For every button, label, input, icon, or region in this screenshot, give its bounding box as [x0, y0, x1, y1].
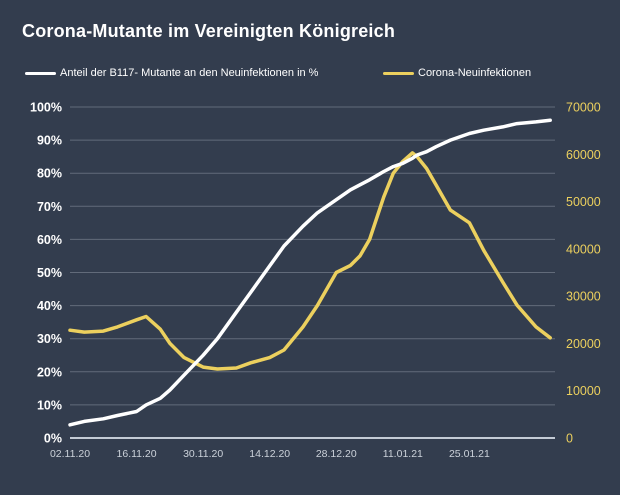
chart-legend: Anteil der B117- Mutante an den Neuinfek…: [0, 67, 620, 85]
y-right-tick-label: 0: [566, 432, 573, 446]
legend-item-new-infections: Corona-Neuinfektionen: [383, 67, 531, 79]
y-left-tick-label: 60%: [37, 233, 62, 247]
y-left-tick-label: 70%: [37, 200, 62, 214]
y-left-tick-label: 80%: [37, 167, 62, 181]
legend-label-b117-share: Anteil der B117- Mutante an den Neuinfek…: [60, 67, 319, 79]
y-left-tick-label: 30%: [37, 332, 62, 346]
new-infections-line: [68, 151, 552, 371]
y-left-tick-label: 20%: [37, 365, 62, 379]
x-tick-label: 14.12.20: [249, 448, 290, 460]
y-left-tick-label: 10%: [37, 398, 62, 412]
y-right-tick-label: 10000: [566, 384, 601, 398]
x-tick-label: 02.11.20: [50, 448, 90, 460]
legend-swatch-white-line: [25, 71, 56, 75]
y-right-tick-label: 60000: [566, 148, 601, 162]
y-left-tick-label: 0%: [44, 432, 62, 446]
y-left-tick-label: 50%: [37, 266, 62, 280]
legend-item-b117-share: Anteil der B117- Mutante an den Neuinfek…: [25, 67, 318, 79]
y-left-tick-label: 100%: [30, 101, 62, 115]
y-left-tick-label: 40%: [37, 299, 62, 313]
y-left-tick-label: 90%: [37, 134, 62, 148]
legend-label-new-infections: Corona-Neuinfektionen: [418, 67, 532, 79]
y-right-tick-label: 70000: [566, 101, 601, 115]
x-tick-label: 25.01.21: [449, 448, 490, 460]
x-tick-label: 16.11.20: [117, 448, 157, 460]
x-tick-label: 30.11.20: [183, 448, 223, 460]
y-right-tick-label: 50000: [566, 195, 601, 209]
y-right-tick-label: 40000: [566, 242, 601, 256]
x-tick-label: 28.12.20: [316, 448, 357, 460]
x-tick-label: 11.01.21: [383, 448, 423, 460]
y-right-tick-label: 20000: [566, 337, 601, 351]
legend-swatch-yellow-line: [383, 71, 414, 75]
chart-title: Corona-Mutante im Vereinigten Königreich: [22, 21, 396, 41]
y-right-tick-label: 30000: [566, 290, 601, 304]
b117-share-line: [68, 118, 552, 427]
